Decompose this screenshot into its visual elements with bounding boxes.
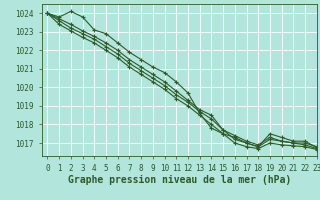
X-axis label: Graphe pression niveau de la mer (hPa): Graphe pression niveau de la mer (hPa) <box>68 175 291 185</box>
